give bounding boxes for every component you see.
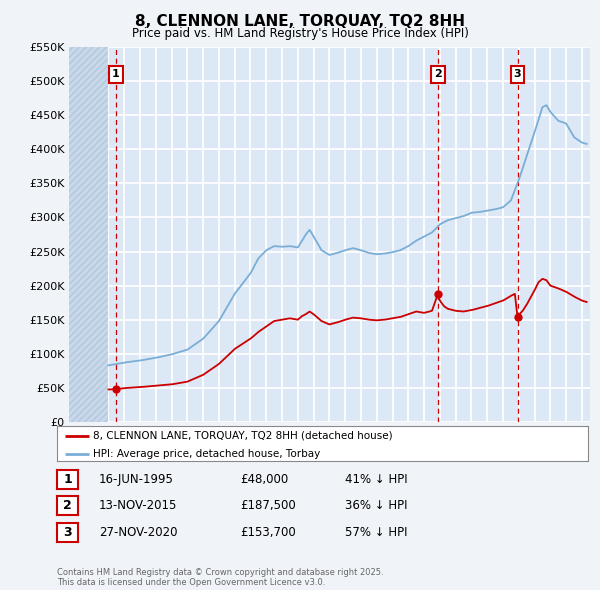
Text: 36% ↓ HPI: 36% ↓ HPI [345,499,407,512]
Text: £153,700: £153,700 [240,526,296,539]
Text: 2: 2 [434,70,442,80]
Text: 16-JUN-1995: 16-JUN-1995 [99,473,174,486]
Text: 3: 3 [514,70,521,80]
Text: 3: 3 [63,526,72,539]
Text: 13-NOV-2015: 13-NOV-2015 [99,499,178,512]
Text: 27-NOV-2020: 27-NOV-2020 [99,526,178,539]
Text: 8, CLENNON LANE, TORQUAY, TQ2 8HH: 8, CLENNON LANE, TORQUAY, TQ2 8HH [135,14,465,29]
Text: £48,000: £48,000 [240,473,288,486]
Text: 41% ↓ HPI: 41% ↓ HPI [345,473,407,486]
Text: 57% ↓ HPI: 57% ↓ HPI [345,526,407,539]
Text: HPI: Average price, detached house, Torbay: HPI: Average price, detached house, Torb… [93,448,320,458]
Text: 1: 1 [63,473,72,486]
Text: Price paid vs. HM Land Registry's House Price Index (HPI): Price paid vs. HM Land Registry's House … [131,27,469,40]
Text: 8, CLENNON LANE, TORQUAY, TQ2 8HH (detached house): 8, CLENNON LANE, TORQUAY, TQ2 8HH (detac… [93,431,393,441]
Text: £187,500: £187,500 [240,499,296,512]
Bar [69,47,109,422]
Text: 2: 2 [63,499,72,512]
Text: 1: 1 [112,70,119,80]
Text: Contains HM Land Registry data © Crown copyright and database right 2025.
This d: Contains HM Land Registry data © Crown c… [57,568,383,587]
